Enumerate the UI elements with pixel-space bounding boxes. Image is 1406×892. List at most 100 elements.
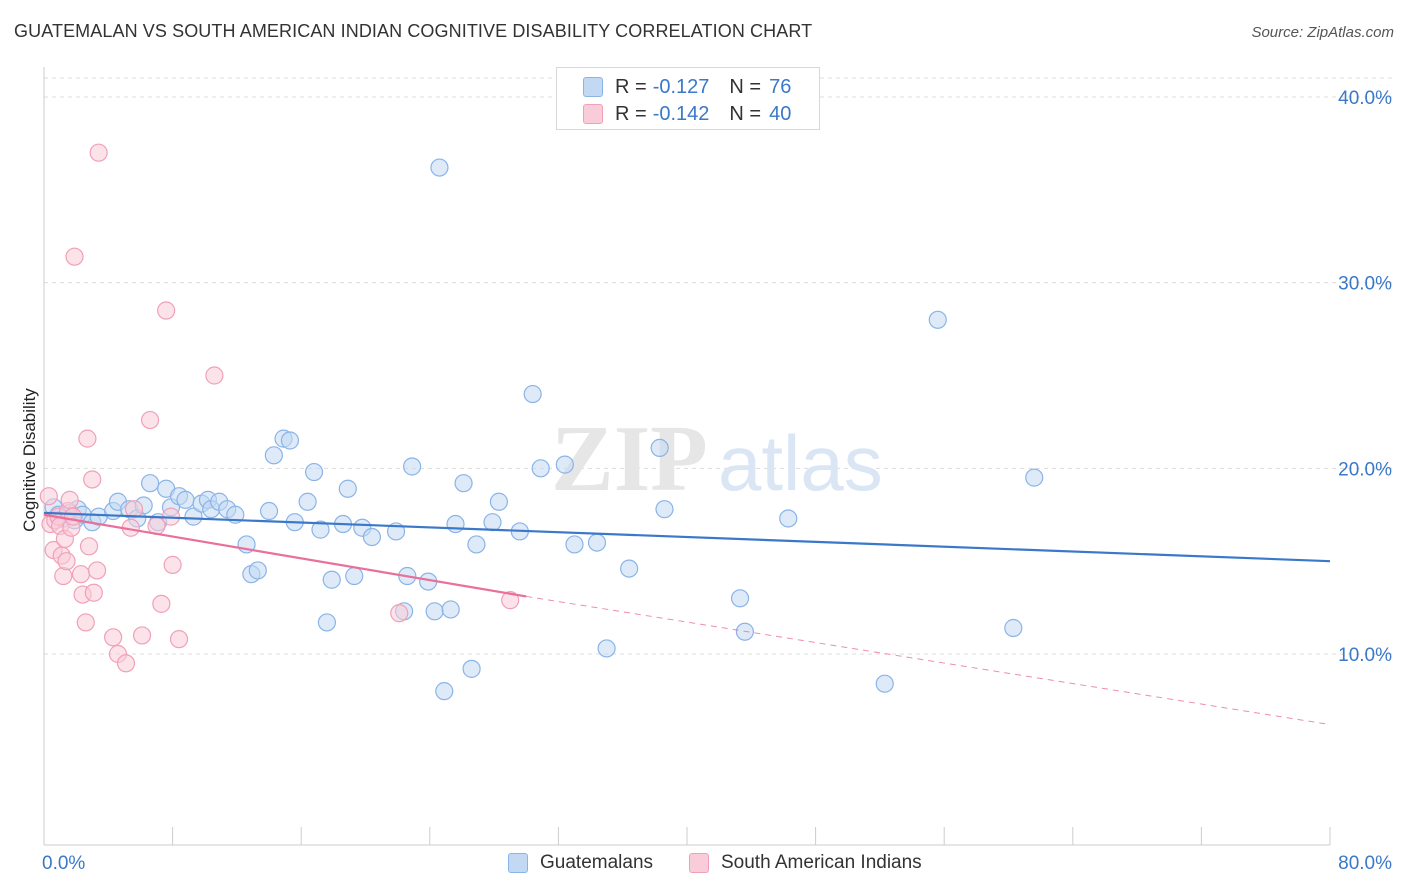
data-point-guatemalans — [555, 455, 574, 474]
legend-n-value: 76 — [769, 75, 792, 98]
data-point-guatemalans — [248, 561, 267, 580]
data-point-south-american-indians — [157, 301, 176, 320]
data-point-south-american-indians — [89, 143, 108, 162]
data-point-south-american-indians — [390, 604, 409, 623]
legend-r-value: -0.142 — [652, 102, 710, 125]
data-point-guatemalans — [430, 158, 449, 177]
legend-n-key: N = — [729, 102, 762, 125]
data-point-guatemalans — [489, 492, 509, 511]
y-axis-title: Cognitive Disability — [20, 388, 39, 532]
series-legend: Guatemalans South American Indians — [0, 852, 1406, 878]
data-point-south-american-indians — [205, 366, 224, 385]
legend-r-value: -0.127 — [652, 75, 710, 98]
trend-layer — [43, 511, 1331, 726]
y-tick-label: 40.0% — [1338, 88, 1392, 109]
data-point-south-american-indians — [169, 630, 189, 649]
data-point-south-american-indians — [116, 654, 136, 673]
data-point-guatemalans — [523, 384, 542, 404]
data-point-south-american-indians — [79, 537, 99, 556]
data-point-guatemalans — [779, 509, 798, 528]
x-tick-label: 80.0% — [1338, 853, 1392, 874]
data-point-south-american-indians — [104, 628, 123, 647]
legend-r-key: R = — [615, 75, 647, 98]
legend-r-key: R = — [615, 102, 647, 125]
y-tick-label: 20.0% — [1338, 459, 1392, 480]
data-point-guatemalans — [597, 639, 616, 658]
data-point-guatemalans — [441, 600, 460, 619]
data-point-south-american-indians — [78, 429, 97, 448]
data-point-guatemalans — [345, 566, 364, 586]
data-point-guatemalans — [176, 490, 195, 509]
data-point-guatemalans — [298, 492, 317, 511]
data-point-guatemalans — [264, 446, 283, 465]
data-point-guatemalans — [467, 535, 486, 554]
legend-row-guatemalans: R = -0.127 N = 76 — [583, 75, 791, 99]
axis-layer — [43, 67, 1331, 846]
legend-swatch-guatemalans — [508, 853, 528, 873]
data-point-guatemalans — [362, 527, 382, 547]
data-point-south-american-indians — [76, 613, 95, 632]
watermark-atlas: atlas — [718, 419, 883, 507]
data-point-south-american-indians — [83, 470, 102, 489]
data-point-guatemalans — [565, 535, 584, 554]
data-point-south-american-indians — [132, 626, 152, 645]
data-point-guatemalans — [338, 479, 357, 498]
labels-layer: 10.0% 20.0% 30.0% 40.0% 0.0% 80.0% Cognitive D… — [20, 88, 1392, 874]
watermark-zip: ZIP — [551, 407, 708, 511]
data-point-guatemalans — [462, 659, 481, 678]
data-point-south-american-indians — [63, 507, 83, 526]
legend-swatch-south-american-indians — [583, 104, 603, 124]
data-point-guatemalans — [928, 310, 947, 329]
data-point-guatemalans — [446, 514, 465, 534]
data-point-guatemalans — [435, 682, 454, 701]
data-point-guatemalans — [650, 438, 669, 458]
x-tick-label: 0.0% — [42, 853, 85, 874]
data-point-south-american-indians — [163, 555, 182, 574]
data-point-south-american-indians — [501, 591, 520, 610]
data-point-south-american-indians — [65, 247, 84, 266]
data-point-south-american-indians — [60, 490, 79, 509]
watermark: ZIP atlas — [551, 407, 883, 511]
chart-title: GUATEMALAN VS SOUTH AMERICAN INDIAN COGN… — [14, 21, 813, 41]
trend-line-extension-south-american-indians — [526, 595, 1331, 726]
data-point-guatemalans — [454, 474, 473, 493]
data-point-guatemalans — [311, 520, 330, 539]
data-point-guatemalans — [317, 613, 337, 632]
legend-n-key: N = — [729, 75, 762, 98]
stats-legend: R = -0.127 N = 76 R = -0.142 N = 40 — [556, 67, 820, 130]
trend-line-guatemalans — [43, 511, 1331, 563]
legend-item-guatemalans[interactable]: Guatemalans — [508, 852, 653, 874]
data-point-guatemalans — [620, 559, 639, 578]
source-credit: Source: ZipAtlas.com — [1251, 24, 1394, 41]
legend-row-south-american-indians: R = -0.142 N = 40 — [583, 102, 791, 126]
legend-item-south-american-indians[interactable]: South American Indians — [689, 852, 922, 874]
data-point-south-american-indians — [140, 410, 160, 430]
data-point-guatemalans — [184, 507, 203, 526]
legend-swatch-guatemalans — [583, 77, 603, 97]
data-point-south-american-indians — [84, 583, 103, 602]
data-point-south-american-indians — [152, 594, 171, 613]
data-point-guatemalans — [259, 501, 279, 521]
data-point-guatemalans — [322, 570, 341, 589]
data-point-south-american-indians — [124, 500, 144, 519]
legend-n-value: 40 — [769, 102, 792, 125]
legend-label-guatemalans: Guatemalans — [540, 852, 654, 873]
data-point-south-american-indians — [71, 565, 91, 584]
data-point-guatemalans — [655, 500, 674, 519]
data-point-guatemalans — [587, 533, 607, 552]
data-point-guatemalans — [425, 602, 444, 621]
data-point-guatemalans — [140, 474, 160, 493]
data-point-guatemalans — [483, 513, 502, 532]
data-point-guatemalans — [1004, 618, 1023, 638]
data-point-guatemalans — [1025, 468, 1044, 487]
y-tick-label: 30.0% — [1338, 274, 1392, 295]
data-point-south-american-indians — [54, 566, 73, 586]
data-point-guatemalans — [403, 457, 422, 476]
data-point-guatemalans — [531, 459, 550, 478]
data-point-guatemalans — [730, 589, 750, 608]
data-point-south-american-indians — [57, 552, 76, 571]
data-point-guatemalans — [280, 431, 300, 450]
data-point-guatemalans — [875, 674, 894, 693]
points-layer — [39, 143, 1044, 701]
